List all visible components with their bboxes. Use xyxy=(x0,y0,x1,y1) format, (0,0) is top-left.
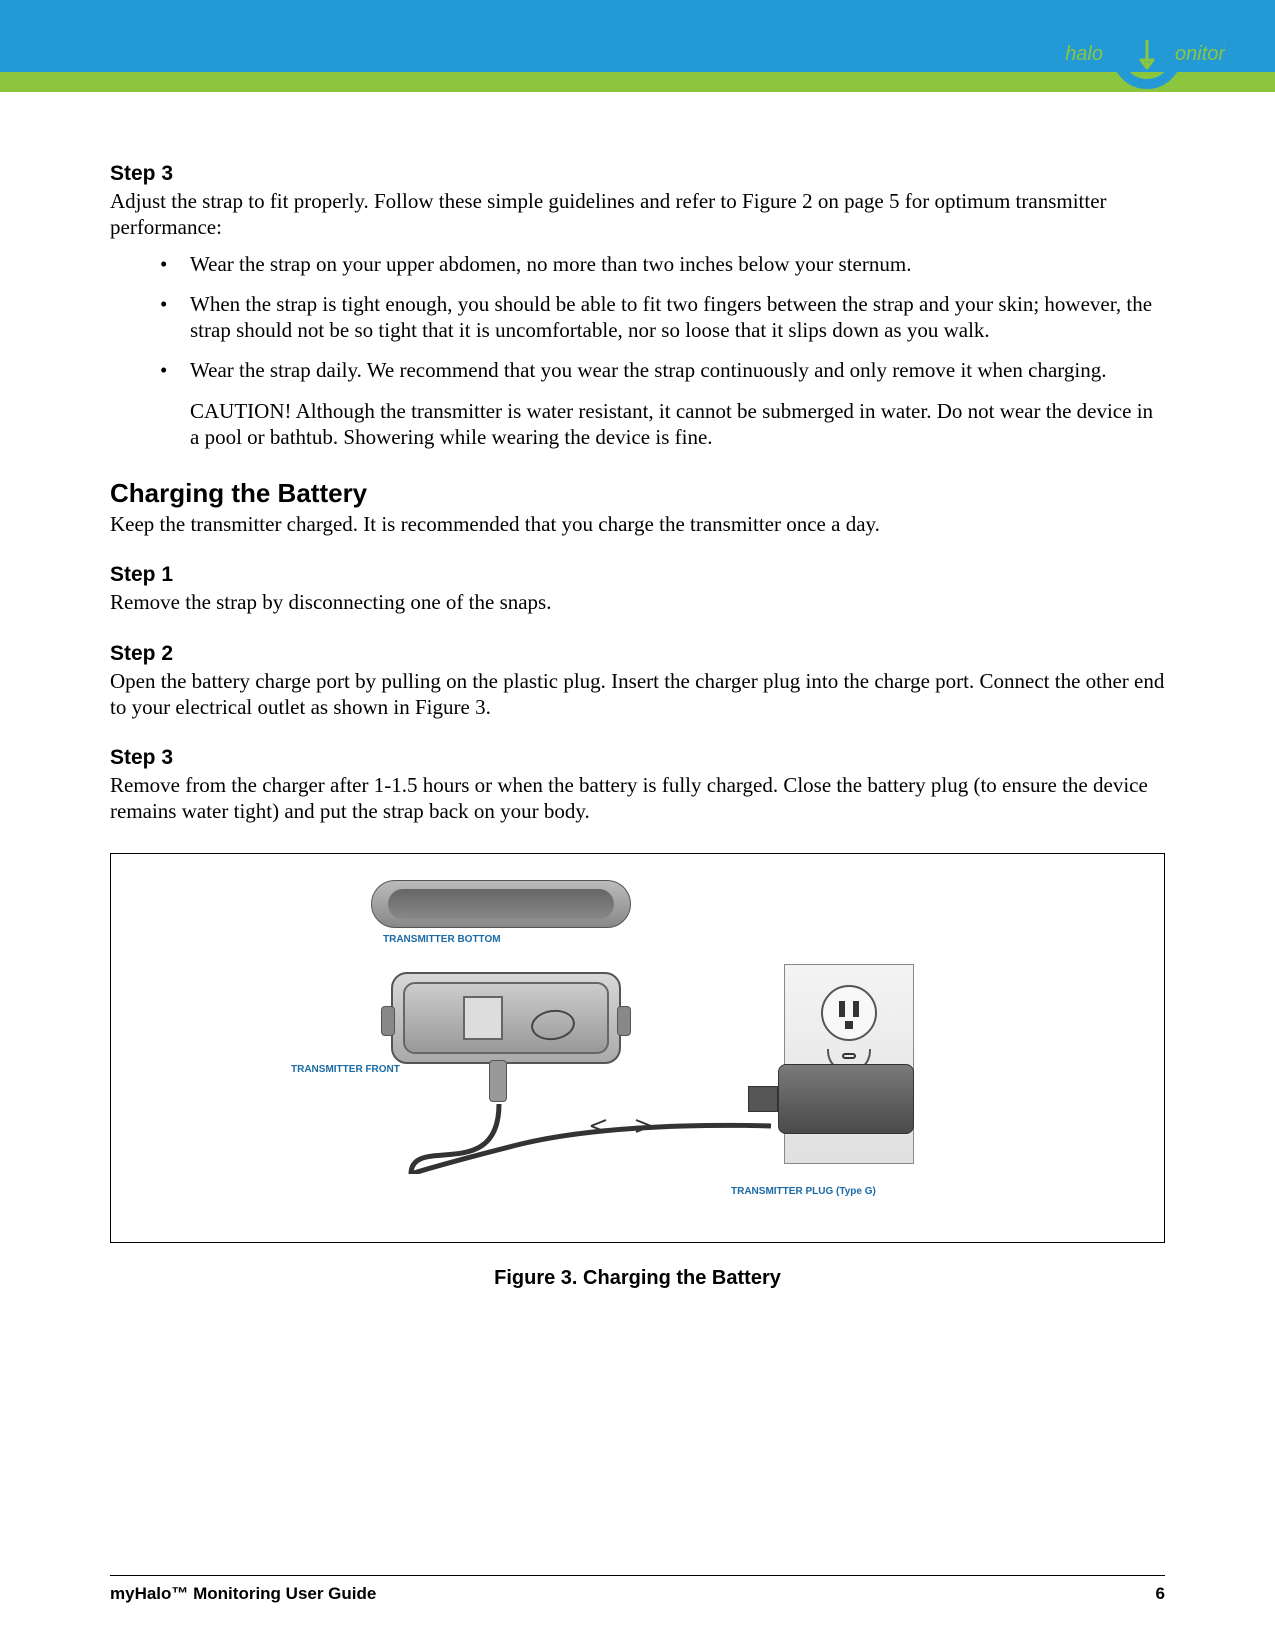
footer-page-number: 6 xyxy=(1156,1584,1165,1604)
step3a-text: Adjust the strap to fit properly. Follow… xyxy=(110,188,1165,241)
page-footer: myHalo™ Monitoring User Guide 6 xyxy=(110,1584,1165,1604)
step3b-label: Step 3 xyxy=(110,746,1165,770)
step2-text: Open the battery charge port by pulling … xyxy=(110,668,1165,721)
bullet-item: Wear the strap daily. We recommend that … xyxy=(160,357,1165,383)
step3a-bullets: Wear the strap on your upper abdomen, no… xyxy=(160,251,1165,384)
page-content: Step 3 Adjust the strap to fit properly.… xyxy=(0,92,1275,1290)
bullet-item: When the strap is tight enough, you shou… xyxy=(160,291,1165,344)
step3a-label: Step 3 xyxy=(110,162,1165,186)
charging-heading: Charging the Battery xyxy=(110,478,1165,509)
caution-text: CAUTION! Although the transmitter is wat… xyxy=(190,398,1165,451)
label-transmitter-front: TRANSMITTER FRONT xyxy=(291,1064,400,1075)
transmitter-front-graphic xyxy=(391,972,621,1064)
footer-rule xyxy=(110,1575,1165,1576)
plug-adapter-graphic xyxy=(778,1064,914,1134)
bullet-item: Wear the strap on your upper abdomen, no… xyxy=(160,251,1165,277)
logo-tm: ™ xyxy=(1223,43,1225,52)
step3b-text: Remove from the charger after 1-1.5 hour… xyxy=(110,772,1165,825)
step1-label: Step 1 xyxy=(110,563,1165,587)
figure-3-caption: Figure 3. Charging the Battery xyxy=(110,1267,1165,1290)
step1-text: Remove the strap by disconnecting one of… xyxy=(110,589,1165,615)
logo-text-left: halo xyxy=(1065,43,1103,65)
cable-graphic xyxy=(401,1104,791,1174)
step2-label: Step 2 xyxy=(110,642,1165,666)
label-transmitter-plug: TRANSMITTER PLUG (Type G) xyxy=(731,1186,876,1197)
label-transmitter-bottom: TRANSMITTER BOTTOM xyxy=(383,934,501,945)
figure-3-box: TRANSMITTER BOTTOM TRANSMITTER FRONT TRA… xyxy=(110,853,1165,1243)
footer-title: myHalo™ Monitoring User Guide xyxy=(110,1584,376,1604)
transmitter-bottom-graphic xyxy=(371,880,631,928)
halo-monitoring-logo: halo onitoring ™ xyxy=(1055,10,1225,100)
charging-intro: Keep the transmitter charged. It is reco… xyxy=(110,511,1165,537)
logo-text-right: onitoring xyxy=(1175,43,1225,65)
